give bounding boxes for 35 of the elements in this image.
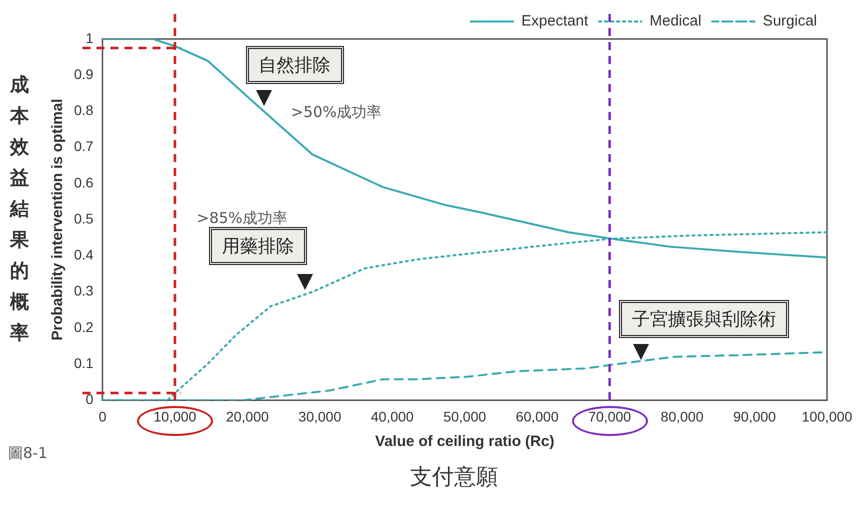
caption: 圖8-1	[8, 444, 48, 464]
y-tick-label: 0.9	[74, 66, 94, 82]
y-tick-label: 0.1	[74, 354, 94, 371]
legend-label: Surgical	[762, 12, 818, 30]
x-tick-label: 0	[98, 408, 107, 424]
legend-label: Expectant	[521, 12, 589, 30]
x-tick-label: 60,000	[516, 408, 559, 424]
x-tick-label: 10,000	[154, 408, 197, 424]
y-tick-label: 0.2	[74, 318, 94, 335]
annotation: 用藥排除	[208, 226, 307, 265]
x-tick-label: 90,000	[733, 408, 776, 424]
x-axis-title: Value of ceiling ratio (Rc)	[375, 433, 554, 450]
x-tick-label: 80,000	[660, 408, 704, 424]
y-tick-label: 0.4	[74, 246, 94, 263]
y-tick-label: 1	[86, 30, 94, 46]
legend-label: Medical	[650, 12, 702, 30]
y-tick-label: 0.5	[74, 210, 94, 226]
x-tick-label: 100,000	[802, 408, 853, 424]
x-tick-label: 70,000	[588, 408, 632, 424]
annotation: 子宮擴張與刮除術	[619, 300, 790, 338]
annotation: >85%成功率	[196, 208, 288, 228]
x-tick-label: 20,000	[226, 408, 269, 424]
y-tick-label: 0	[86, 391, 94, 408]
y-tick-label: 0.7	[74, 138, 94, 154]
y-tick-label: 0.6	[74, 174, 94, 190]
y-tick-label: 0.3	[74, 282, 94, 299]
annotation: >50%成功率	[290, 103, 382, 122]
x-tick-label: 30,000	[298, 408, 342, 424]
y-tick-label: 0.8	[74, 102, 94, 118]
x-tick-label: 50,000	[443, 408, 486, 424]
x-tick-label: 40,000	[370, 408, 414, 424]
text: 支付意願	[410, 464, 498, 492]
annotation: 自然排除	[246, 46, 344, 84]
text: 成本效益結果的概率	[10, 74, 29, 344]
y-axis-title: Probability intervention is optimal	[49, 98, 66, 340]
